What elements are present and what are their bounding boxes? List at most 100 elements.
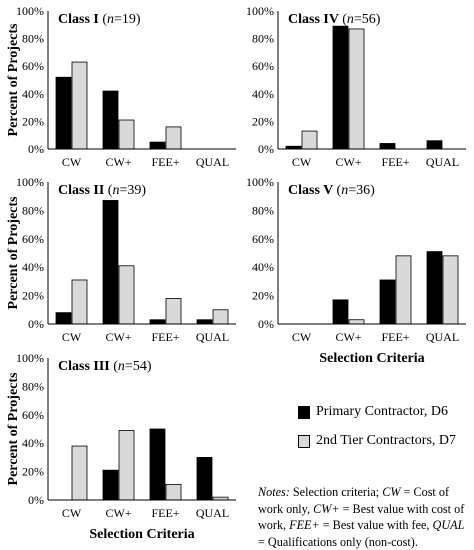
bar-second-tier-cw — [71, 279, 88, 325]
bar-second-tier-fee-plus — [165, 483, 182, 501]
bar-second-tier-fee-plus — [165, 126, 182, 150]
bar-primary-qual — [426, 140, 443, 150]
x-tick-label: CW+ — [335, 330, 361, 344]
bar-primary-cw-plus — [102, 200, 119, 325]
panel-class-iii: 0% 20% 40% 60% 80% 100% CW CW+ FEE+ QUAL Class III… — [6, 351, 236, 542]
x-tick-label: CW+ — [105, 506, 131, 520]
bar-primary-qual — [196, 456, 213, 501]
y-axis-label: Percent of Projects — [6, 196, 21, 310]
y-tick-label: 0% — [28, 493, 44, 507]
panel-class-label: Class III — [58, 359, 113, 374]
y-tick-label: 40% — [22, 260, 44, 274]
y-tick-label: 80% — [22, 379, 44, 393]
panel-n-value: =19) — [114, 12, 141, 27]
panel-class-label: Class I — [58, 12, 102, 27]
notes-label: Notes: — [258, 485, 290, 499]
bar-second-tier-cw-plus — [348, 28, 365, 150]
y-tick-label: 60% — [22, 408, 44, 422]
x-tick-label: CW+ — [335, 155, 361, 169]
x-tick-label: CW+ — [105, 155, 131, 169]
panel-n-open: ( — [337, 183, 342, 198]
panel-title: Class IV (n=56) — [288, 12, 381, 27]
bar-primary-cw-plus — [332, 25, 349, 150]
y-tick-label: 100% — [16, 175, 44, 189]
legend-label-primary: Primary Contractor, D6 — [316, 404, 449, 419]
bar-primary-fee-plus — [149, 428, 166, 501]
x-tick-label: FEE+ — [151, 155, 179, 169]
y-tick-label: 20% — [22, 289, 44, 303]
bar-second-tier-cw — [71, 445, 88, 501]
bar-second-tier-qual — [212, 309, 229, 325]
bar-second-tier-cw-plus — [118, 265, 135, 325]
x-tick-label: CW+ — [105, 330, 131, 344]
y-tick-label: 0% — [258, 317, 274, 331]
panel-class-label: Class IV — [288, 12, 342, 27]
notes-fee-plus: FEE+ — [289, 518, 320, 532]
x-tick-label: QUAL — [196, 506, 229, 520]
notes-cw-plus: CW+ — [313, 501, 340, 516]
bar-second-tier-cw — [71, 61, 88, 150]
bar-second-tier-fee-plus — [165, 298, 182, 325]
panel-n-symbol: n — [341, 183, 348, 198]
panel-n-open: ( — [108, 183, 113, 198]
y-tick-label: 60% — [252, 59, 274, 73]
bar-primary-fee-plus — [379, 143, 396, 150]
x-tick-label: CW — [62, 330, 82, 344]
notes-qual: QUAL — [432, 518, 465, 532]
x-tick-label: QUAL — [196, 155, 229, 169]
bar-second-tier-cw — [301, 130, 318, 150]
y-axis-label: Percent of Projects — [6, 372, 21, 486]
legend-item-primary: Primary Contractor, D6 — [298, 402, 474, 422]
y-tick-label: 60% — [252, 232, 274, 246]
panel-class-v: 0% 20% 40% 60% 80% 100% CW CW+ FEE+ QUAL Class V (… — [246, 175, 466, 366]
panel-n-symbol: n — [112, 183, 119, 198]
x-axis-label: Selection Criteria — [319, 351, 424, 366]
bar-primary-cw-plus — [332, 299, 349, 325]
bar-primary-cw-plus — [102, 469, 119, 501]
y-tick-label: 100% — [16, 351, 44, 365]
x-tick-label: QUAL — [196, 330, 229, 344]
y-tick-label: 40% — [22, 436, 44, 450]
bar-second-tier-cw-plus — [118, 119, 135, 150]
panel-class-ii: 0% 20% 40% 60% 80% 100% CW CW+ FEE+ QUAL Class II … — [6, 175, 236, 344]
panel-n-symbol: n — [107, 12, 114, 27]
x-tick-label: CW — [62, 506, 82, 520]
x-tick-label: QUAL — [426, 330, 459, 344]
x-tick-label: FEE+ — [381, 155, 409, 169]
bar-primary-fee-plus — [379, 279, 396, 325]
x-tick-label: FEE+ — [151, 330, 179, 344]
panel-title: Class III (n=54) — [58, 359, 152, 374]
bar-second-tier-cw-plus — [118, 430, 135, 501]
x-tick-label: FEE+ — [151, 506, 179, 520]
y-tick-label: 40% — [22, 87, 44, 101]
y-tick-label: 100% — [16, 4, 44, 18]
bar-primary-fee-plus — [149, 141, 166, 150]
y-tick-label: 0% — [258, 142, 274, 156]
x-tick-label: CW — [62, 155, 82, 169]
y-tick-label: 0% — [28, 317, 44, 331]
panel-n-value: =36) — [348, 183, 375, 198]
legend: Primary Contractor, D6 2nd Tier Contract… — [298, 402, 474, 460]
y-tick-label: 60% — [22, 232, 44, 246]
y-tick-label: 60% — [22, 59, 44, 73]
legend-swatch-second-tier — [298, 434, 310, 448]
panel-n-symbol: n — [118, 359, 125, 374]
bar-primary-cw — [55, 312, 72, 325]
notes-text-3: = Best value with cost of work, — [258, 501, 465, 533]
legend-item-second-tier: 2nd Tier Contractors, D7 — [298, 431, 474, 451]
panel-title: Class II (n=39) — [58, 183, 146, 198]
bar-second-tier-fee-plus — [395, 255, 412, 325]
y-axis-label: Percent of Projects — [6, 23, 21, 137]
y-tick-label: 20% — [252, 114, 274, 128]
y-tick-label: 0% — [28, 142, 44, 156]
x-tick-label: QUAL — [426, 155, 459, 169]
notes-text-2: = Cost of work only, — [258, 485, 450, 516]
panel-title: Class I (n=19) — [58, 12, 141, 27]
y-tick-label: 100% — [246, 4, 274, 18]
x-tick-label: CW — [292, 330, 312, 344]
bar-primary-qual — [426, 251, 443, 325]
y-tick-label: 40% — [252, 87, 274, 101]
notes: Notes: Selection criteria; CW = Cost of … — [258, 484, 470, 550]
y-tick-label: 80% — [252, 32, 274, 46]
